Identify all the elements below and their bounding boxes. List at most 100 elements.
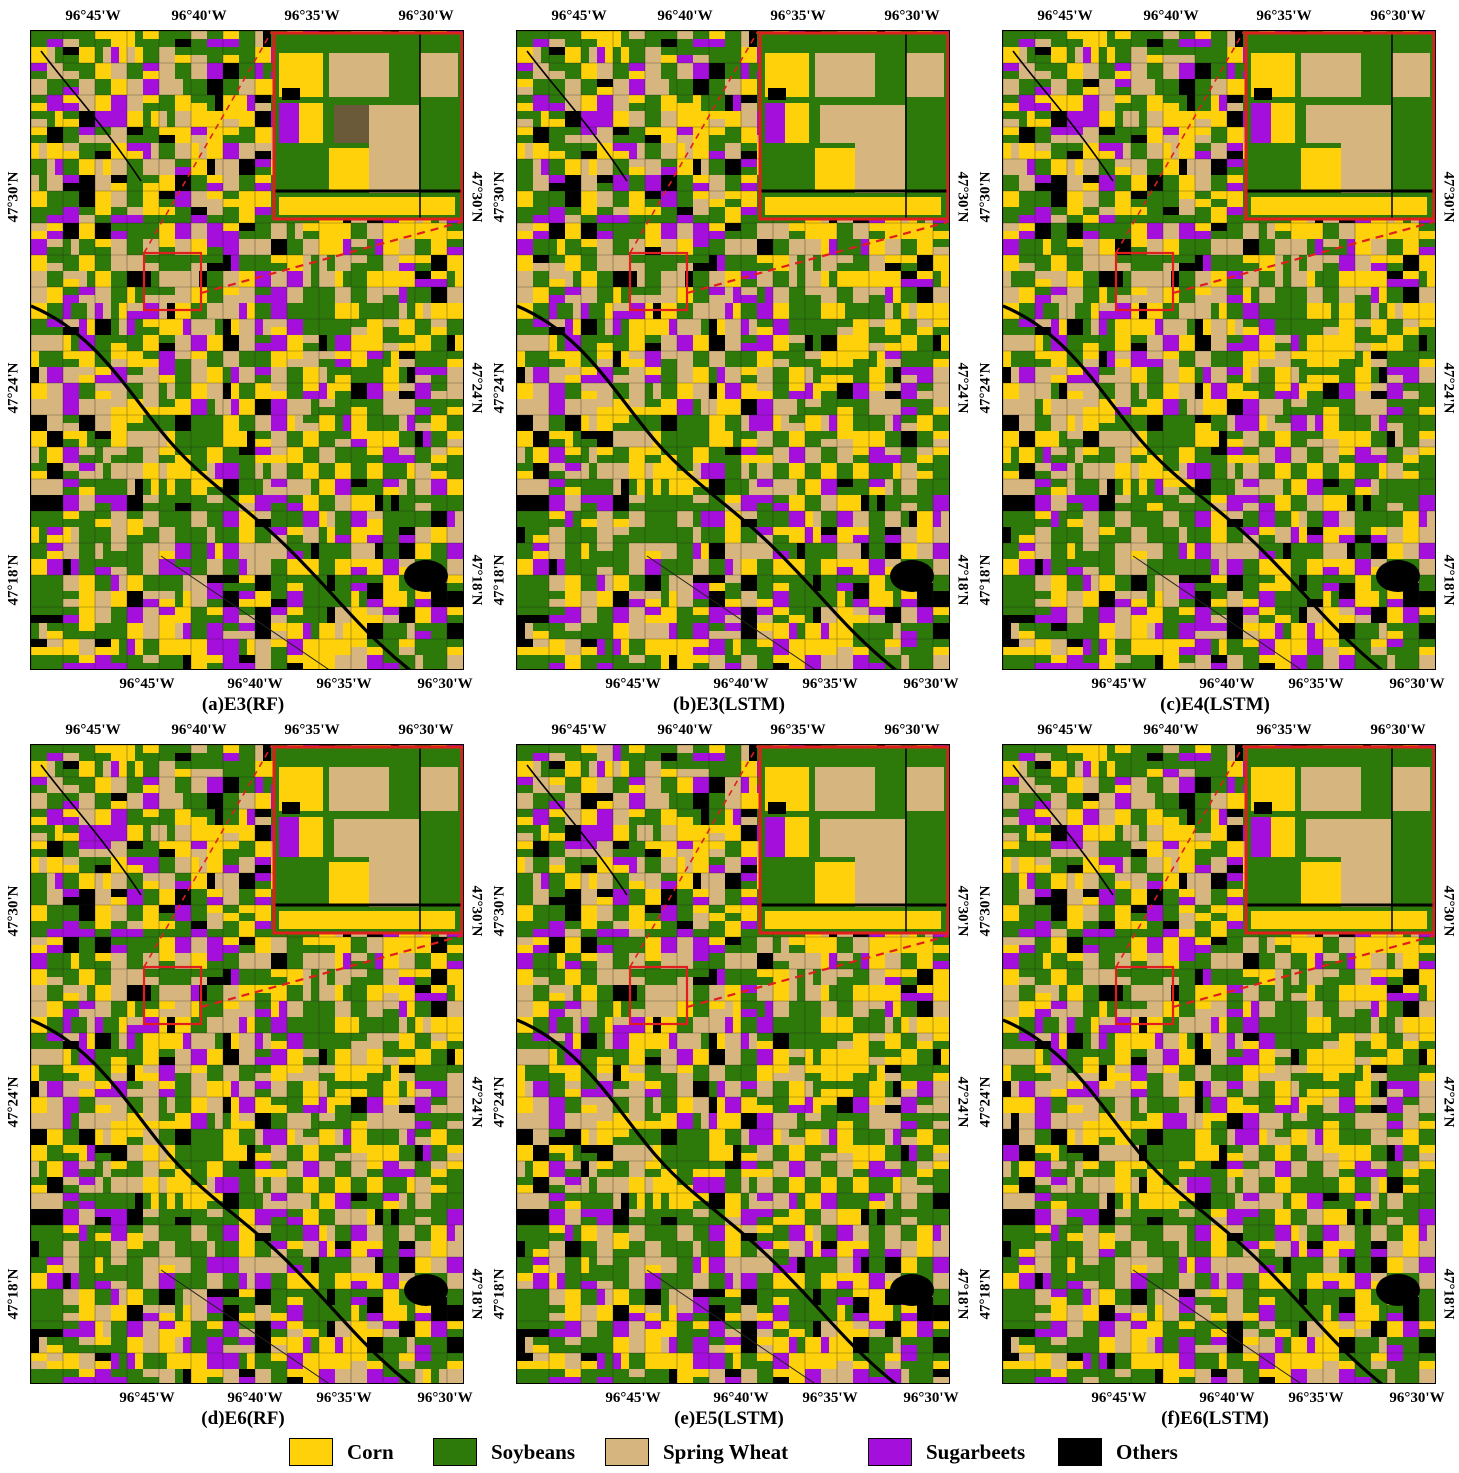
inset-frame: [272, 31, 463, 221]
latitude-tick-label: 47°24'N: [954, 1076, 971, 1128]
latitude-tick-label: 47°18'N: [491, 554, 508, 606]
latitude-tick-label: 47°18'N: [1440, 1268, 1457, 1320]
longitude-tick-label: 96°30'W: [417, 1390, 473, 1406]
longitude-tick-label: 96°35'W: [1288, 1390, 1344, 1406]
map-frame: [30, 30, 464, 670]
latitude-tick-label: 47°30'N: [977, 171, 994, 223]
railway-line: [646, 555, 815, 669]
river-line: [1003, 1018, 1384, 1383]
longitude-tick-label: 96°45'W: [119, 1390, 175, 1406]
latitude-tick-label: 47°30'N: [954, 171, 971, 223]
latitude-tick-label: 47°30'N: [468, 171, 485, 223]
map-panel: 96°45'W 96°40'W 96°35'W 96°30'W 96°45'W 96°40…: [486, 0, 972, 716]
longitude-tick-label: 96°45'W: [1037, 8, 1093, 24]
map-frame: [1002, 30, 1436, 670]
inset-zoom: [272, 31, 463, 221]
crop-map: [1003, 31, 1435, 669]
longitude-tick-label: 96°40'W: [657, 8, 713, 24]
latitude-tick-label: 47°30'N: [5, 885, 22, 937]
river-line: [517, 1018, 898, 1383]
crop-map: [31, 31, 463, 669]
latitude-tick-label: 47°24'N: [1440, 1076, 1457, 1128]
longitude-tick-label: 96°30'W: [1389, 676, 1445, 692]
inset-frame: [758, 745, 949, 935]
inset-connector: [200, 934, 463, 1009]
inset-connector: [686, 220, 949, 295]
crop-map: [1003, 745, 1435, 1383]
town-area: [404, 1274, 448, 1306]
inset-zoom: [758, 745, 949, 935]
latitude-tick-label: 47°18'N: [468, 1268, 485, 1320]
crop-map: [31, 745, 463, 1383]
inset-connector: [1115, 745, 1245, 968]
longitude-tick-label: 96°45'W: [551, 8, 607, 24]
river-line: [517, 304, 898, 669]
creek-line: [526, 764, 628, 896]
map-panel: 96°45'W 96°40'W 96°35'W 96°30'W 96°45'W 96°40…: [486, 714, 972, 1430]
latitude-tick-label: 47°18'N: [977, 1268, 994, 1320]
latitude-tick-label: 47°24'N: [977, 362, 994, 414]
latitude-tick-label: 47°30'N: [491, 171, 508, 223]
legend-label: Soybeans: [491, 1439, 576, 1464]
longitude-tick-label: 96°40'W: [1199, 1390, 1255, 1406]
legend-label: Others: [1116, 1439, 1178, 1464]
longitude-tick-label: 96°40'W: [227, 1390, 283, 1406]
river-line: [1003, 304, 1384, 669]
latitude-tick-label: 47°18'N: [468, 554, 485, 606]
longitude-tick-label: 96°30'W: [1389, 1390, 1445, 1406]
panel-caption: (b)E3(LSTM): [673, 694, 785, 715]
latitude-tick-label: 47°24'N: [5, 1076, 22, 1128]
crop-map: [517, 31, 949, 669]
longitude-tick-label: 96°40'W: [713, 1390, 769, 1406]
map-panel: 96°45'W 96°40'W 96°35'W 96°30'W 96°45'W 96°40…: [0, 0, 486, 716]
latitude-tick-label: 47°24'N: [977, 1076, 994, 1128]
longitude-tick-label: 96°35'W: [770, 722, 826, 738]
inset-frame: [272, 745, 463, 935]
creek-line: [526, 50, 628, 182]
inset-frame: [1244, 745, 1435, 935]
latitude-tick-label: 47°24'N: [491, 1076, 508, 1128]
inset-connector: [143, 31, 273, 254]
map-panel: 96°45'W 96°40'W 96°35'W 96°30'W 96°45'W 96°40…: [972, 714, 1458, 1430]
inset-connector: [686, 934, 949, 1009]
longitude-tick-label: 96°40'W: [1199, 676, 1255, 692]
map-frame: [516, 744, 950, 1384]
longitude-tick-label: 96°30'W: [903, 676, 959, 692]
longitude-tick-label: 96°35'W: [770, 8, 826, 24]
longitude-tick-label: 96°35'W: [284, 722, 340, 738]
longitude-tick-label: 96°45'W: [605, 676, 661, 692]
latitude-tick-label: 47°30'N: [977, 885, 994, 937]
inset-frame: [758, 31, 949, 221]
latitude-tick-label: 47°18'N: [1440, 554, 1457, 606]
focus-box: [1114, 965, 1175, 1026]
legend-label: Sugarbeets: [926, 1439, 1026, 1464]
town-area: [890, 1274, 934, 1306]
creek-line: [40, 50, 142, 182]
legend-item-spring-wheat: Spring Wheat: [605, 1436, 788, 1468]
inset-connector: [143, 745, 273, 968]
latitude-tick-label: 47°24'N: [468, 362, 485, 414]
field-parcels: [1003, 745, 1435, 1383]
latitude-tick-label: 47°24'N: [1440, 362, 1457, 414]
latitude-tick-label: 47°18'N: [954, 1268, 971, 1320]
longitude-tick-label: 96°40'W: [657, 722, 713, 738]
legend-swatch-soybeans: [433, 1438, 477, 1466]
longitude-tick-label: 96°30'W: [417, 676, 473, 692]
longitude-tick-label: 96°30'W: [903, 1390, 959, 1406]
latitude-tick-label: 47°18'N: [5, 1268, 22, 1320]
map-frame: [1002, 744, 1436, 1384]
longitude-tick-label: 96°40'W: [1143, 8, 1199, 24]
longitude-tick-label: 96°35'W: [316, 676, 372, 692]
creek-line: [1012, 50, 1114, 182]
longitude-tick-label: 96°45'W: [65, 8, 121, 24]
railway-line: [160, 1269, 329, 1383]
town-area: [1376, 560, 1420, 592]
longitude-tick-label: 96°30'W: [398, 722, 454, 738]
legend-item-sugarbeets: Sugarbeets: [868, 1436, 1025, 1468]
railway-line: [1132, 555, 1301, 669]
latitude-tick-label: 47°30'N: [954, 885, 971, 937]
latitude-tick-label: 47°30'N: [5, 171, 22, 223]
longitude-tick-label: 96°45'W: [65, 722, 121, 738]
latitude-tick-label: 47°24'N: [5, 362, 22, 414]
inset-connector: [1115, 31, 1245, 254]
